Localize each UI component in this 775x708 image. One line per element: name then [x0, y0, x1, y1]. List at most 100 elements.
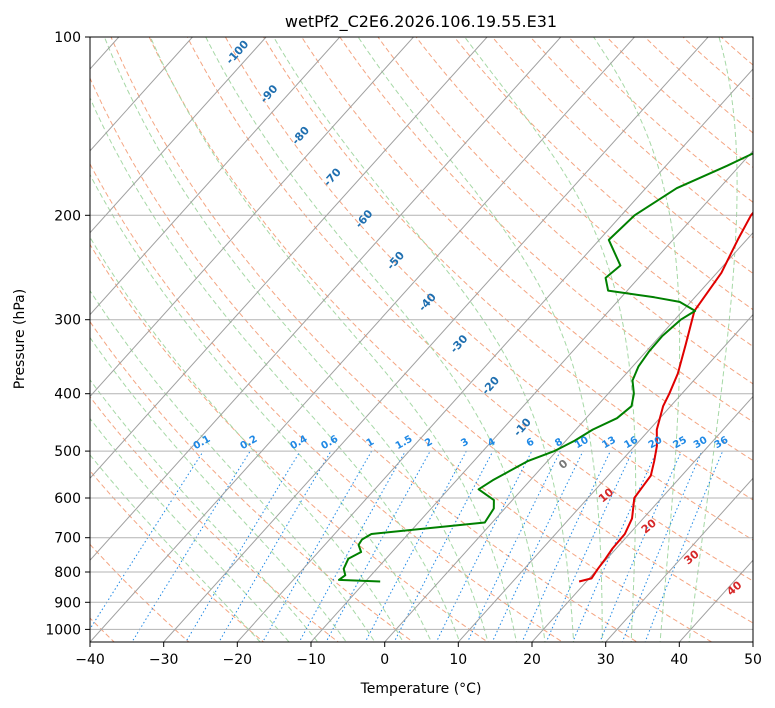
isotherm-label: -40 [416, 290, 439, 314]
x-tick-label: −20 [223, 652, 253, 668]
y-tick-label: 700 [54, 531, 81, 547]
y-tick-label: 600 [54, 491, 81, 507]
dry-adiabat [90, 320, 414, 642]
x-tick-label: 50 [744, 652, 762, 668]
moist-adiabat [592, 37, 681, 642]
dry-adiabat [148, 37, 753, 624]
isotherm-line [163, 37, 709, 642]
moist-adiabat [90, 173, 432, 642]
mixing-ratio-line [262, 450, 373, 642]
moist-adiabat [464, 37, 637, 642]
mixing-ratio-line [131, 450, 251, 642]
mixing-ratio-label: 10 [573, 435, 591, 452]
mixing-ratio-label: 13 [600, 435, 618, 452]
mixing-ratio-line [364, 450, 467, 642]
isotherm-label: -60 [353, 207, 376, 231]
grid [0, 24, 753, 654]
dry-adiabat [110, 37, 713, 642]
isotherm-line [457, 313, 753, 642]
y-tick-label: 100 [54, 30, 81, 46]
isotherm-line [310, 150, 753, 642]
x-axis-label: Temperature (°C) [360, 681, 482, 697]
mixing-ratio-line [90, 450, 204, 630]
isotherm-label: -90 [258, 82, 281, 106]
dry-adiabat [453, 37, 753, 311]
mixing-ratio-line [521, 450, 611, 642]
mixing-ratio-label: 0.4 [289, 434, 310, 452]
dry-adiabat [186, 37, 753, 582]
dry-adiabat [90, 243, 489, 642]
dry-adiabat [377, 37, 753, 385]
isotherm-label: -80 [289, 124, 312, 148]
mixing-ratio-label: 1 [365, 436, 377, 449]
chart-title: wetPf2_C2E6.2026.106.19.55.E31 [285, 12, 557, 32]
moist-adiabat [90, 454, 261, 642]
mixing-ratio-line [545, 450, 633, 642]
x-tick-label: 10 [449, 652, 467, 668]
isotherm-line [531, 395, 753, 642]
mixing-ratio-label: 2 [423, 436, 435, 449]
moist-adiabat [90, 378, 319, 642]
isotherm-line [90, 37, 488, 480]
isotherm-line [90, 37, 341, 316]
dry-adiabat [744, 24, 775, 654]
moist-adiabat [688, 37, 738, 642]
mixing-ratio-label: 8 [553, 436, 565, 449]
isotherm-line [236, 68, 753, 642]
dry-adiabat [339, 37, 753, 423]
x-tick-label: −10 [296, 652, 326, 668]
isotherm-line [90, 37, 415, 398]
moist-adiabat [205, 37, 546, 642]
mixing-ratio-label: 6 [525, 436, 537, 449]
x-tick-label: 40 [670, 652, 688, 668]
mixing-ratio-label: 30 [692, 435, 710, 452]
y-tick-label: 500 [54, 444, 81, 460]
mixing-ratio-label: 16 [622, 435, 640, 452]
plot-frame [89, 36, 754, 643]
moist-adiabat [90, 417, 290, 642]
isotherm-line [90, 37, 562, 561]
isotherm-label: -30 [448, 332, 471, 356]
mixing-ratio-label: 0.1 [192, 434, 213, 452]
dry-adiabat [262, 37, 753, 501]
dry-adiabat [415, 37, 753, 348]
dry-adiabat [529, 37, 753, 239]
y-axis-label: Pressure (hPa) [12, 289, 28, 389]
dry-adiabat-label: 10 [596, 485, 616, 505]
moist-adiabat [273, 37, 575, 642]
line-labels: 0.1 0.2 0.4 0.6 1 1.5 2 3 4 6 8 10 13 16 20 25 30 36-100-… [192, 38, 745, 599]
isotherm-line [90, 37, 267, 234]
mixing-ratio-line [185, 450, 301, 642]
isotherm-line [0, 24, 57, 654]
dry-adiabat [301, 37, 753, 462]
dry-adiabat [491, 37, 753, 275]
x-tick-label: −30 [149, 652, 179, 668]
moist-adiabat [149, 37, 518, 642]
y-axis: 100 200 300 400 500 600 700 800 900 1000 [45, 30, 90, 638]
mixing-ratio-label: 1.5 [394, 434, 415, 452]
mixing-ratio-line [393, 450, 494, 642]
y-tick-label: 1000 [45, 622, 81, 638]
isotherm-label: -100 [223, 38, 251, 67]
x-tick-label: 30 [597, 652, 615, 668]
y-tick-label: 900 [54, 595, 81, 611]
x-tick-label: −40 [75, 652, 105, 668]
mixing-ratio-line [325, 450, 431, 642]
dry-adiabat [606, 37, 753, 169]
y-tick-label: 200 [54, 208, 81, 224]
y-tick-label: 400 [54, 387, 81, 403]
dry-adiabat [720, 37, 753, 66]
isotherm-line [752, 641, 753, 642]
moist-adiabat [90, 236, 404, 642]
dry-adiabat [90, 470, 265, 642]
mixing-ratio-line [491, 450, 584, 642]
mixing-ratio-label: 25 [671, 435, 689, 452]
mixing-ratio-line [466, 450, 561, 642]
moist-adiabat [90, 96, 461, 642]
x-tick-label: 0 [380, 652, 389, 668]
sounding-series [337, 152, 753, 583]
mixing-ratio-label: 0.2 [239, 434, 260, 452]
dry-adiabat [224, 37, 753, 541]
dry-adiabat [90, 77, 638, 642]
isotherm-label: -70 [321, 165, 344, 189]
